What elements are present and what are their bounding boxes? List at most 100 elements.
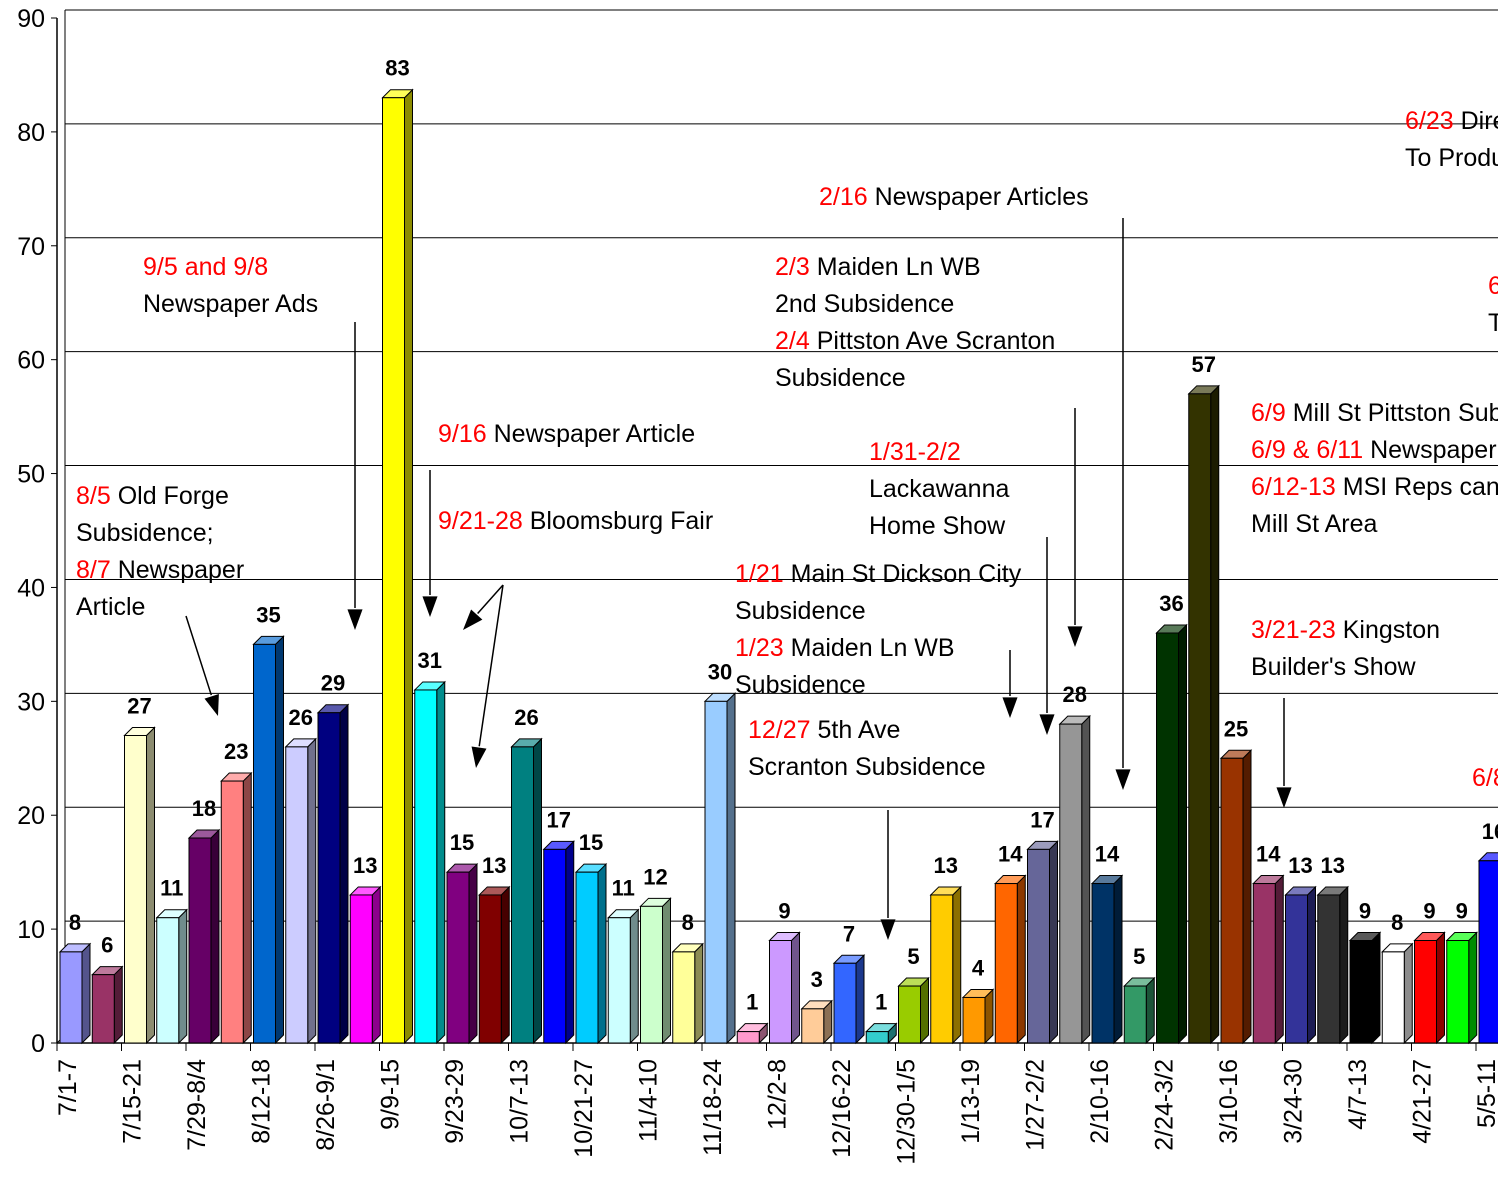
y-tick-label: 40	[17, 574, 45, 602]
value-label: 26	[514, 705, 538, 730]
value-label: 5	[1133, 944, 1145, 969]
bar	[1155, 623, 1188, 1045]
x-tick-label: 8/12-18	[248, 1059, 276, 1144]
bar-front	[801, 1008, 825, 1044]
bar-front	[382, 97, 405, 1044]
value-label: 1	[746, 990, 758, 1015]
bar	[187, 828, 221, 1045]
bar	[445, 862, 479, 1045]
y-tick-label: 70	[17, 233, 45, 261]
x-tick-label: 1/13-19	[957, 1059, 985, 1144]
bar-front	[898, 985, 921, 1044]
value-label: 9	[778, 899, 790, 924]
value-label: 28	[1063, 682, 1087, 707]
value-label: 14	[1095, 842, 1120, 867]
value-label: 13	[934, 853, 958, 878]
annotation-text: Bloomsburg Fair	[522, 507, 714, 535]
annotation: 6/23 Dire To Produ	[1405, 103, 1498, 177]
arrow-head	[1039, 714, 1055, 735]
annotation-text: Main St Dickson City	[783, 560, 1022, 588]
annotation-line: 6/23 Dire	[1405, 103, 1498, 140]
bar-front	[833, 962, 857, 1044]
annotation-line: 1/31-2/2	[869, 434, 1009, 471]
bar-front	[446, 871, 470, 1044]
arrow-head	[1276, 787, 1292, 808]
y-tick-label: 10	[17, 916, 45, 944]
bar-side	[1081, 714, 1091, 1045]
annotation-line: 6/8	[1472, 760, 1498, 797]
arrow-head	[1115, 769, 1131, 790]
x-tick-label: 7/15-21	[119, 1059, 147, 1144]
bar-side	[694, 942, 704, 1045]
value-label: 13	[1288, 853, 1312, 878]
tick-labels: 7/1-7 7/15-21 7/29-8/4 8/12-18 8/26-9/1 9/9-1…	[54, 1043, 1498, 1165]
bar	[1252, 874, 1285, 1045]
annotation-text: Subsidence	[735, 597, 866, 625]
annotation-text: Home Show	[869, 512, 1006, 540]
bar-side	[468, 862, 478, 1045]
bar-side	[242, 771, 252, 1045]
bar	[1348, 931, 1382, 1045]
annotation-text: Maiden Ln WB	[783, 634, 955, 662]
annotation-arrow	[880, 810, 896, 940]
annotation-arrow	[1276, 698, 1292, 808]
annotation-arrow	[1067, 408, 1083, 647]
bar	[768, 931, 801, 1045]
arrow-shaft	[185, 615, 213, 696]
bar	[639, 897, 672, 1045]
annotation-text: Newspaper Articles	[867, 183, 1089, 211]
bar	[1477, 852, 1498, 1044]
y-tick-label: 50	[17, 461, 45, 489]
y-tick-label: 0	[31, 1030, 45, 1058]
bar-side	[1468, 931, 1478, 1045]
bar	[994, 874, 1027, 1045]
bar-side	[984, 988, 994, 1045]
annotation-text: Mill St Pittston Sub	[1285, 399, 1498, 427]
x-tick-label: 10/7-13	[506, 1059, 534, 1144]
bar-front	[1188, 393, 1212, 1044]
annotation-arrow	[1039, 537, 1055, 735]
annotation-line: 2/4 Pittston Ave Scranton	[775, 323, 1055, 360]
annotation-line: 6/12-13 MSI Reps canv	[1251, 469, 1498, 506]
arrow-head	[347, 609, 363, 630]
value-label: 5	[907, 944, 919, 969]
bar	[1187, 384, 1220, 1045]
bar-front	[414, 689, 438, 1044]
bar	[413, 680, 446, 1045]
bar-front	[1285, 894, 1308, 1044]
bar-side	[1242, 749, 1252, 1045]
bar-side	[1049, 840, 1058, 1045]
bar-side	[113, 965, 123, 1045]
x-tick-label: 9/9-15	[377, 1059, 405, 1130]
annotation-line: 8/5 Old Forge	[76, 478, 244, 515]
bar-side	[1210, 384, 1220, 1045]
bar	[736, 1022, 769, 1045]
bar-side	[210, 828, 220, 1045]
value-label: 1	[875, 990, 887, 1015]
annotation: 2/3 Maiden Ln WB 2nd Subsidence 2/4 Pittst…	[775, 249, 1055, 397]
arrow-head	[1002, 697, 1018, 718]
bar	[1123, 976, 1156, 1045]
bar-side	[275, 635, 284, 1045]
annotation-arrows	[185, 218, 1292, 940]
bar-side	[1371, 931, 1381, 1045]
bar-side	[726, 692, 736, 1045]
bar-side	[1016, 874, 1026, 1045]
x-tick-label: 1/27-2/2	[1022, 1059, 1050, 1151]
annotation-text: Builder's Show	[1251, 653, 1416, 681]
bar	[123, 726, 156, 1045]
annotation-date: 6/23	[1405, 107, 1454, 135]
annotation-date: 6/12-13	[1251, 473, 1336, 501]
value-label: 15	[579, 830, 603, 855]
bar-front	[220, 780, 244, 1044]
bar-front	[478, 894, 502, 1044]
annotation-arrow	[185, 615, 219, 716]
bar-side	[855, 954, 865, 1045]
annotation-line: 9/21-28 Bloomsburg Fair	[438, 503, 713, 540]
value-label: 57	[1192, 352, 1216, 377]
bar-front	[1059, 723, 1083, 1044]
bar	[510, 737, 543, 1045]
bar-side	[146, 726, 155, 1045]
bar	[671, 942, 704, 1045]
value-label: 29	[321, 671, 345, 696]
